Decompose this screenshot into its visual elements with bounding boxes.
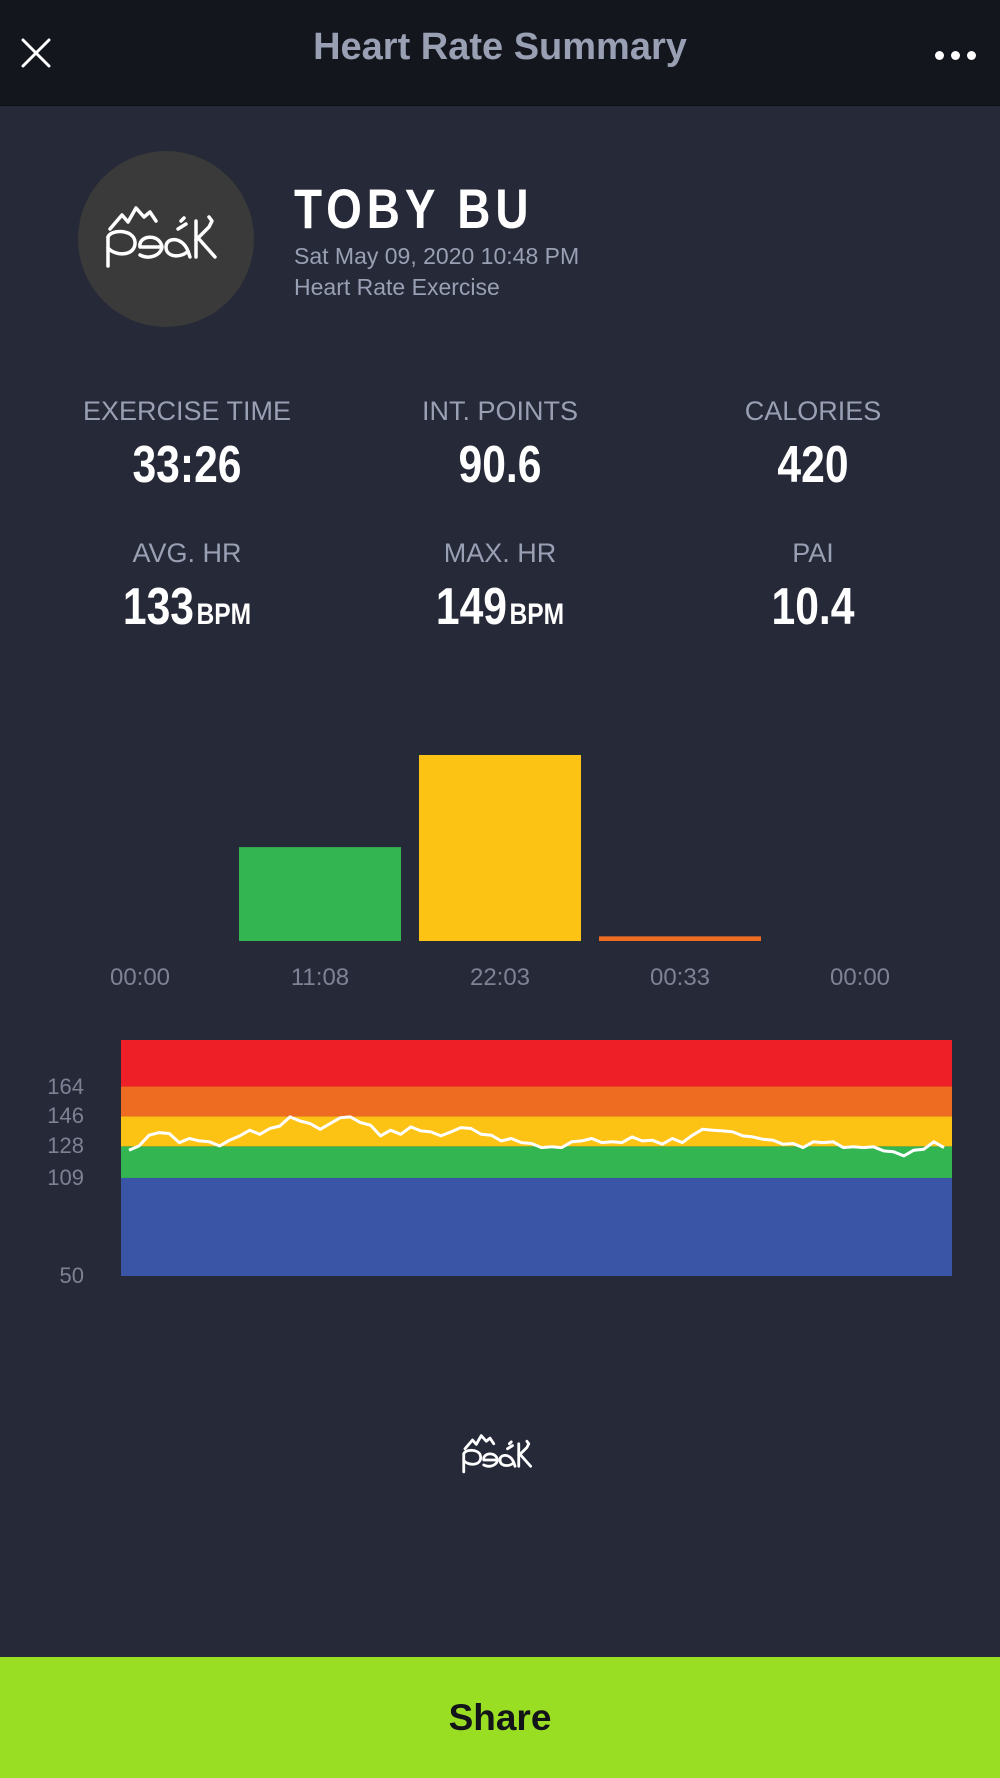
more-options-button[interactable] — [920, 30, 990, 80]
exercise-type: Heart Rate Exercise — [294, 274, 500, 300]
avatar — [78, 151, 254, 327]
top-bar: Heart Rate Summary — [0, 0, 1000, 106]
stat-label: PAI — [792, 538, 834, 568]
zone-bar-label: 00:33 — [649, 964, 711, 991]
zone-bar-label: 11:08 — [290, 964, 350, 991]
peak-logo-icon — [462, 1434, 533, 1474]
zone-bar-label: 00:00 — [829, 964, 891, 991]
stat-calories: CALORIES 420 — [683, 396, 943, 495]
page-title: Heart Rate Summary — [313, 26, 687, 68]
footer-logo — [388, 1400, 612, 1515]
zone-bar-4 — [599, 936, 761, 941]
zone-time-bar-chart — [239, 755, 761, 941]
zone-bar-label: 22:03 — [469, 964, 531, 991]
peak-logo-icon — [106, 206, 217, 268]
stat-value: 90.6 — [458, 436, 542, 494]
stat-unit: BPM — [196, 598, 252, 631]
zone-bar-label: 00:00 — [109, 964, 171, 991]
user-name: TOBY BU — [294, 177, 534, 240]
hr-zone-band-1 — [121, 1177, 952, 1276]
stat-value: 10.4 — [771, 578, 855, 636]
stat-label: AVG. HR — [132, 538, 242, 568]
y-tick-label: 128 — [47, 1133, 84, 1159]
zone-bar-3 — [419, 755, 581, 941]
stat-value: 133BPM — [122, 578, 252, 636]
stat-label: CALORIES — [744, 396, 882, 426]
stat-label: MAX. HR — [443, 538, 557, 568]
close-button[interactable] — [14, 26, 58, 80]
stat-label: EXERCISE TIME — [82, 396, 292, 426]
stat-exercise-time: EXERCISE TIME 33:26 — [57, 396, 317, 495]
stat-avg-hr: AVG. HR 133BPM — [57, 538, 317, 637]
stat-max-hr: MAX. HR 149BPM — [370, 538, 630, 637]
more-horizontal-icon — [934, 50, 944, 60]
y-tick-label: 50 — [59, 1263, 84, 1288]
hr-zone-band-5 — [121, 1040, 952, 1087]
stat-int-points: INT. POINTS 90.6 — [370, 396, 630, 495]
close-icon — [21, 38, 51, 68]
stat-label: INT. POINTS — [421, 396, 578, 426]
stat-unit: BPM — [509, 598, 565, 631]
session-date: Sat May 09, 2020 10:48 PM — [294, 243, 580, 269]
heart-rate-zone-chart — [121, 1040, 952, 1276]
y-tick-label: 164 — [47, 1073, 84, 1099]
heart-rate-line — [128, 1115, 945, 1158]
stat-value: 33:26 — [132, 436, 242, 494]
share-button-label: Share — [448, 1696, 552, 1738]
y-tick-label: 109 — [47, 1164, 84, 1190]
hr-zone-band-4 — [121, 1086, 952, 1117]
stat-pai: PAI 10.4 — [683, 538, 943, 637]
stat-value: 420 — [777, 436, 849, 494]
stat-value: 149BPM — [435, 578, 565, 636]
y-tick-label: 146 — [47, 1103, 84, 1129]
share-button[interactable]: Share — [0, 1657, 1000, 1778]
hr-zone-band-2 — [121, 1146, 952, 1178]
zone-bar-2 — [239, 847, 401, 941]
